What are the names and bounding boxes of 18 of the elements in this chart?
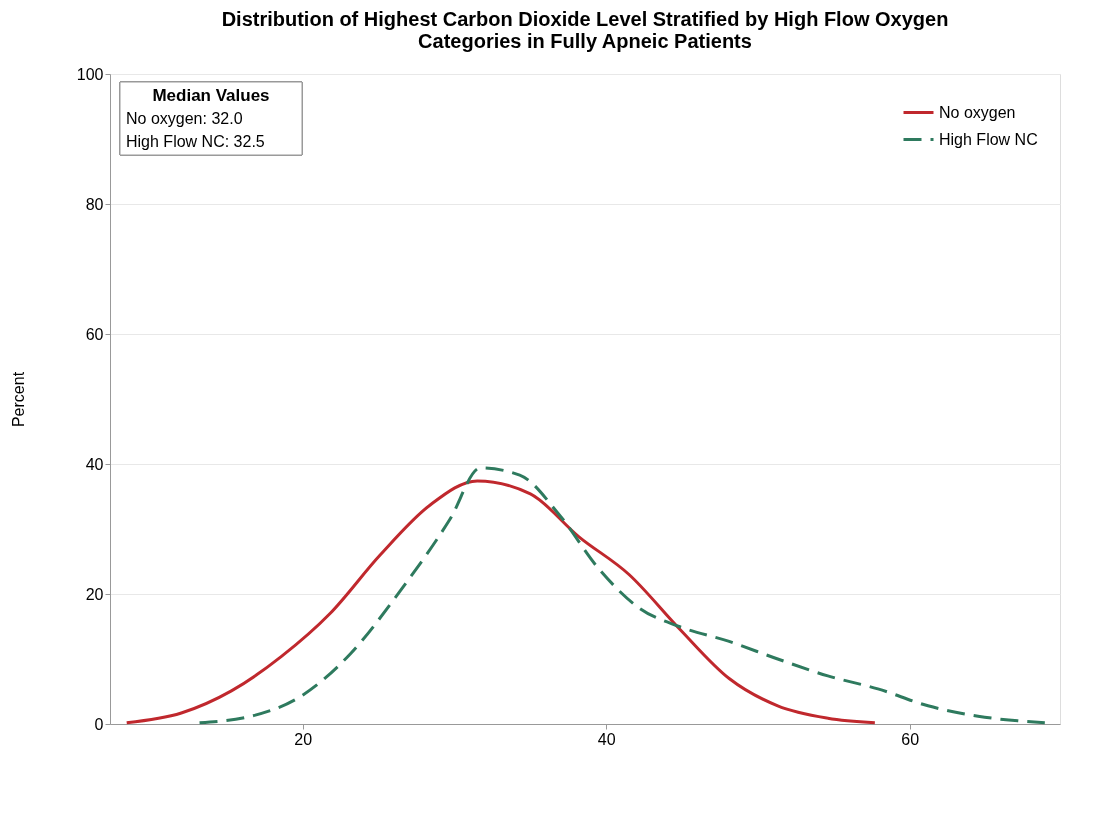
y-tick-label: 60: [85, 325, 104, 343]
line-series: [198, 466, 1047, 725]
y-tick-label: 100: [76, 65, 104, 83]
y-tick-label: 40: [85, 455, 104, 473]
chart-title: Distribution of Highest Carbon Dioxide Level Stratified by High Flow Oxygen Categories in Fully Apneic Patients: [221, 8, 949, 52]
x-tick-label: 60: [901, 730, 920, 748]
annotation: No oxygen: 32.0: [126, 110, 243, 127]
y-tick-label: 20: [85, 585, 104, 603]
line-series: [125, 479, 877, 725]
x-tick-label: 20: [294, 730, 313, 748]
annotation: Median Values: [152, 86, 270, 105]
legend-label: No oxygen: [939, 103, 1016, 121]
y-axis-title: Percent: [9, 371, 27, 428]
y-tick-label: 80: [85, 195, 104, 213]
annotation: High Flow NC: 32.5: [126, 133, 265, 150]
y-tick-label: 0: [94, 715, 104, 733]
legend-label: High Flow NC: [939, 130, 1038, 148]
x-tick-label: 40: [597, 730, 616, 748]
